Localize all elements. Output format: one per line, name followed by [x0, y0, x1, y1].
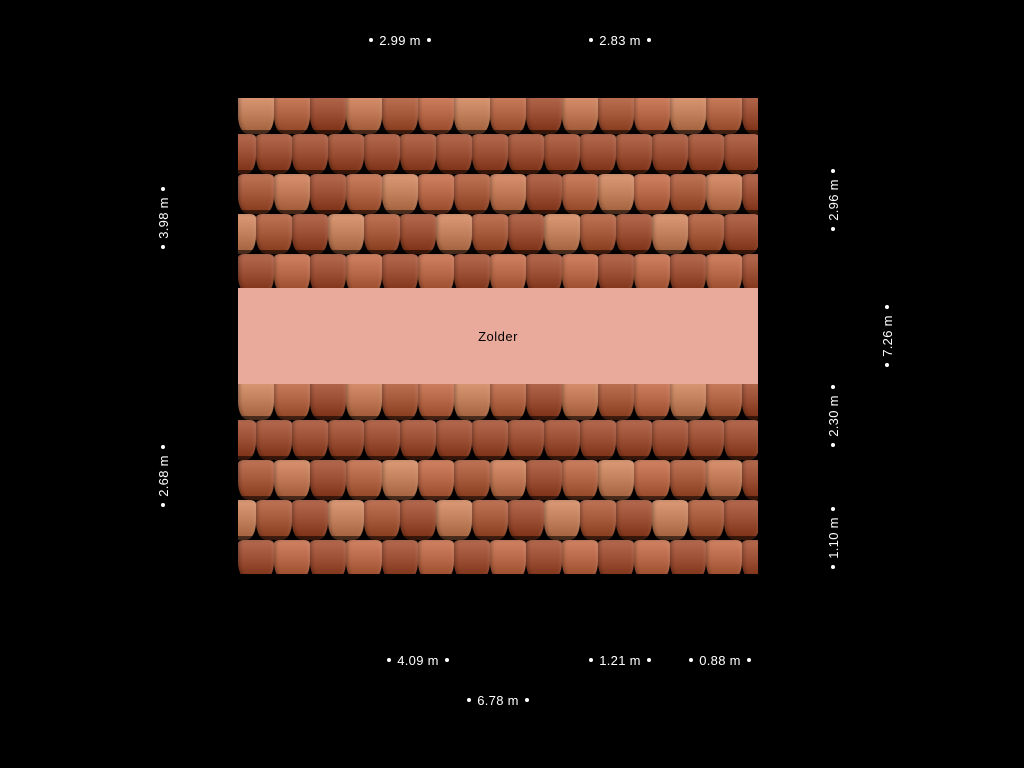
dimension-label: 3.98 m: [154, 168, 172, 268]
dimension-label: 6.78 m: [448, 691, 548, 709]
dimension-label: 2.83 m: [570, 31, 670, 49]
dimension-label: 2.30 m: [824, 366, 842, 466]
dimension-label: 4.09 m: [368, 651, 468, 669]
floorplan-canvas: Zolder 2.99 m 2.83 m 4.09 m 1.21 m0.88 m 6.7…: [0, 0, 1024, 768]
dimension-label: 2.68 m: [154, 426, 172, 526]
dimension-label: 2.99 m: [350, 31, 450, 49]
room-label: Zolder: [478, 329, 518, 344]
dimension-label: 1.10 m: [824, 488, 842, 588]
dimension-label: 7.26 m: [878, 286, 896, 386]
dimension-label: 1.21 m: [570, 651, 670, 669]
roof-section-lower: [238, 384, 758, 574]
roof-section-upper: [238, 98, 758, 288]
room-zolder: Zolder: [238, 288, 758, 384]
dimension-label: 2.96 m: [824, 150, 842, 250]
dimension-label: 0.88 m: [670, 651, 770, 669]
